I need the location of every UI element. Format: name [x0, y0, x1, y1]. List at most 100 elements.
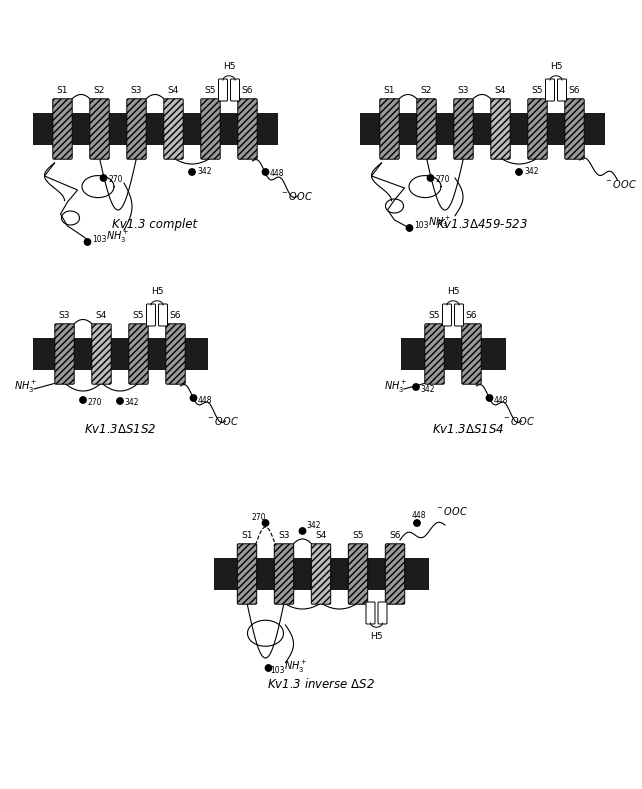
Text: S5: S5 [205, 85, 216, 95]
Text: 103: 103 [270, 666, 285, 675]
Text: 103: 103 [92, 235, 107, 244]
Text: 342: 342 [124, 398, 139, 407]
Text: Kv1.3$\Delta$459-523: Kv1.3$\Delta$459-523 [436, 218, 528, 231]
Circle shape [117, 398, 123, 404]
Text: 270: 270 [108, 175, 123, 184]
Text: H5: H5 [151, 286, 163, 296]
Text: $NH_3^+$: $NH_3^+$ [384, 379, 408, 395]
FancyBboxPatch shape [417, 99, 436, 159]
Circle shape [414, 520, 421, 526]
Text: $NH_3^+$: $NH_3^+$ [14, 379, 38, 395]
Circle shape [263, 520, 269, 526]
Text: S4: S4 [168, 85, 179, 95]
FancyBboxPatch shape [565, 99, 584, 159]
Text: 448: 448 [494, 396, 508, 405]
Circle shape [428, 175, 434, 181]
Text: H5: H5 [223, 62, 235, 71]
Text: S1: S1 [56, 85, 68, 95]
FancyBboxPatch shape [164, 99, 183, 159]
FancyBboxPatch shape [462, 323, 482, 384]
Text: 448: 448 [198, 396, 212, 405]
FancyBboxPatch shape [442, 304, 451, 326]
Circle shape [100, 175, 107, 181]
Text: 270: 270 [87, 398, 101, 407]
FancyBboxPatch shape [366, 602, 375, 624]
Circle shape [84, 239, 91, 245]
FancyBboxPatch shape [92, 323, 111, 384]
Text: S2: S2 [94, 85, 105, 95]
Text: S6: S6 [465, 311, 477, 320]
FancyBboxPatch shape [53, 99, 72, 159]
FancyBboxPatch shape [166, 323, 185, 384]
Text: S5: S5 [532, 85, 543, 95]
Circle shape [80, 397, 86, 403]
Text: S5: S5 [352, 530, 364, 540]
Text: $^-OOC$: $^-OOC$ [205, 415, 238, 427]
Text: 270: 270 [252, 513, 266, 522]
Text: 342: 342 [197, 167, 211, 176]
FancyBboxPatch shape [360, 113, 605, 145]
Text: S6: S6 [389, 530, 401, 540]
Text: 342: 342 [306, 521, 321, 530]
Text: $^-OOC$: $^-OOC$ [605, 178, 638, 190]
Text: S4: S4 [96, 311, 107, 320]
FancyBboxPatch shape [455, 304, 464, 326]
FancyBboxPatch shape [238, 544, 257, 604]
Text: S1: S1 [241, 530, 253, 540]
FancyBboxPatch shape [90, 99, 109, 159]
Text: S5: S5 [133, 311, 144, 320]
FancyBboxPatch shape [385, 544, 404, 604]
FancyBboxPatch shape [129, 323, 148, 384]
Text: S6: S6 [242, 85, 253, 95]
Text: 448: 448 [412, 511, 426, 520]
Text: $^-OOC$: $^-OOC$ [501, 415, 534, 427]
FancyBboxPatch shape [311, 544, 331, 604]
Circle shape [189, 169, 195, 175]
Text: 342: 342 [524, 167, 539, 176]
Text: S4: S4 [315, 530, 327, 540]
Circle shape [406, 225, 413, 231]
Text: 342: 342 [420, 385, 435, 394]
Text: Kv1.3 complet: Kv1.3 complet [112, 218, 198, 231]
FancyBboxPatch shape [214, 558, 428, 590]
FancyBboxPatch shape [274, 544, 293, 604]
Text: 103: 103 [415, 221, 429, 230]
FancyBboxPatch shape [528, 99, 547, 159]
Circle shape [516, 169, 522, 175]
Circle shape [190, 394, 196, 401]
FancyBboxPatch shape [490, 99, 510, 159]
FancyBboxPatch shape [159, 304, 168, 326]
FancyBboxPatch shape [33, 338, 207, 370]
Text: S1: S1 [384, 85, 395, 95]
Text: S3: S3 [59, 311, 70, 320]
Text: $^-OOC$: $^-OOC$ [435, 505, 468, 517]
Text: S3: S3 [278, 530, 290, 540]
FancyBboxPatch shape [218, 79, 227, 101]
FancyBboxPatch shape [454, 99, 473, 159]
Text: H5: H5 [370, 632, 383, 641]
Text: $^-OOC$: $^-OOC$ [279, 190, 313, 202]
FancyBboxPatch shape [201, 99, 220, 159]
Text: 448: 448 [270, 169, 284, 178]
FancyBboxPatch shape [33, 113, 277, 145]
Text: Kv1.3$\Delta$S1S2: Kv1.3$\Delta$S1S2 [83, 423, 156, 436]
Text: S3: S3 [131, 85, 143, 95]
Text: S4: S4 [495, 85, 506, 95]
Text: S6: S6 [169, 311, 181, 320]
Circle shape [299, 528, 306, 534]
Text: H5: H5 [550, 62, 562, 71]
Circle shape [413, 383, 419, 391]
FancyBboxPatch shape [425, 323, 444, 384]
Text: $NH_3^+$: $NH_3^+$ [105, 229, 129, 245]
Text: Kv1.3 inverse $\Delta$S2: Kv1.3 inverse $\Delta$S2 [267, 677, 375, 691]
FancyBboxPatch shape [546, 79, 555, 101]
FancyBboxPatch shape [127, 99, 146, 159]
FancyBboxPatch shape [230, 79, 239, 101]
Text: S6: S6 [569, 85, 580, 95]
Text: S5: S5 [429, 311, 440, 320]
Text: $NH_3^+$: $NH_3^+$ [284, 659, 308, 675]
FancyBboxPatch shape [349, 544, 368, 604]
FancyBboxPatch shape [146, 304, 155, 326]
Circle shape [263, 169, 269, 175]
FancyBboxPatch shape [401, 338, 505, 370]
